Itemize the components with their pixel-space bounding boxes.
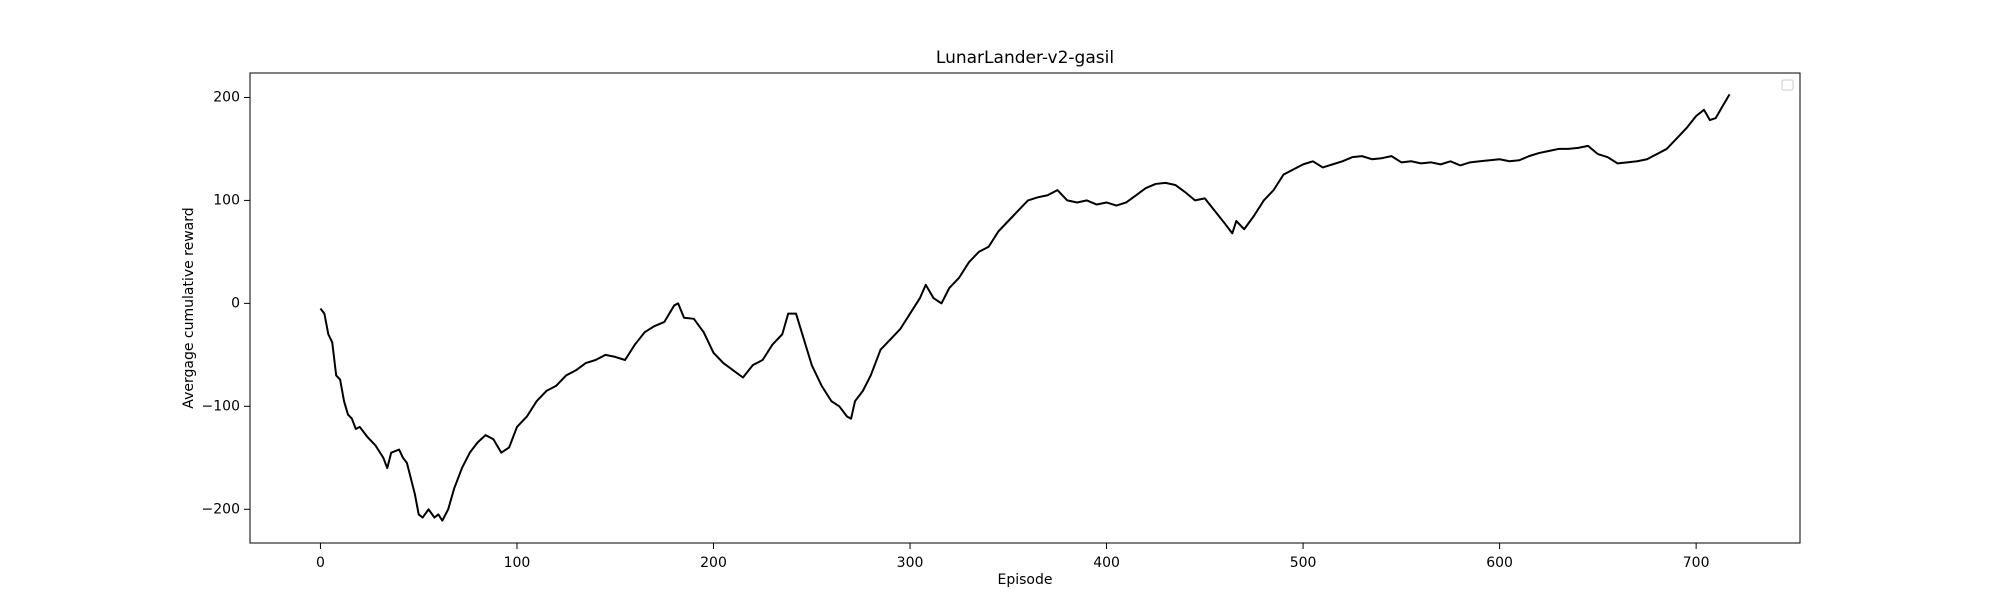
plot-frame bbox=[249, 72, 1801, 544]
x-tick-label: 300 bbox=[897, 555, 924, 571]
y-tick-label: 0 bbox=[231, 295, 240, 311]
y-tick-label: −100 bbox=[202, 398, 240, 414]
x-axis-label: Episode bbox=[998, 572, 1053, 588]
legend-box bbox=[1781, 79, 1794, 91]
x-tick-label: 700 bbox=[1683, 555, 1710, 571]
y-axis-label: Avergage cumulative reward bbox=[181, 207, 197, 408]
y-tick-label: 100 bbox=[213, 192, 240, 208]
x-tick-label: 500 bbox=[1290, 555, 1317, 571]
y-tick-label: −200 bbox=[202, 501, 240, 517]
x-tick-label: 0 bbox=[316, 555, 325, 571]
x-tick-label: 200 bbox=[700, 555, 727, 571]
x-tick-label: 100 bbox=[504, 555, 531, 571]
data-line bbox=[319, 93, 1731, 522]
chart-title: LunarLander-v2-gasil bbox=[936, 48, 1114, 68]
y-tick-label: 200 bbox=[213, 89, 240, 105]
x-tick-label: 600 bbox=[1486, 555, 1513, 571]
x-tick-label: 400 bbox=[1093, 555, 1120, 571]
